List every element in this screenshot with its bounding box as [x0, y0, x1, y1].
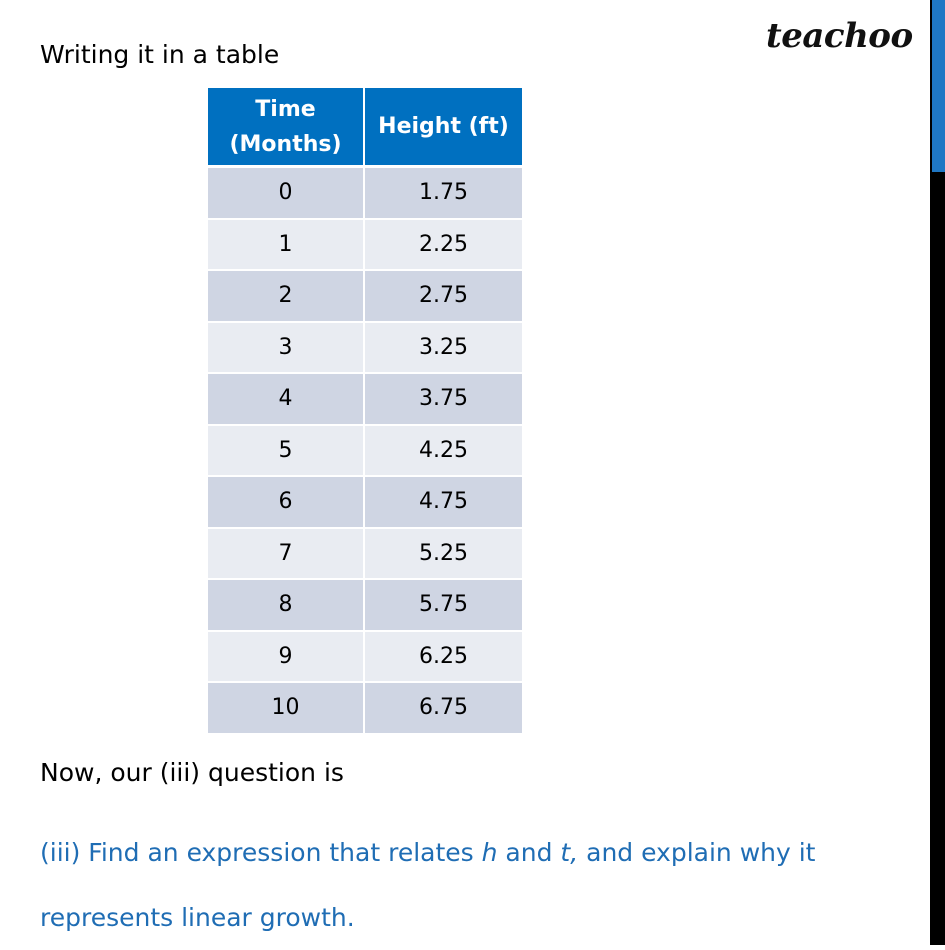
table-cell: 6	[208, 476, 365, 529]
header-row: Time (Months) Height (ft)	[208, 88, 522, 168]
sidebar	[930, 0, 945, 945]
question-part: (iii) Find an expression that relates	[40, 838, 482, 867]
table-cell: 4.25	[363, 424, 522, 477]
intro-text: Now, our (iii) question is	[40, 758, 344, 787]
table-cell: 4.75	[363, 476, 522, 529]
variable: t,	[560, 838, 579, 867]
header-cell: Height (ft)	[364, 88, 522, 168]
table-row: 1 2.25	[208, 218, 522, 271]
table-cell: 5	[208, 424, 365, 477]
table-cell: 1.75	[363, 166, 522, 220]
table-cell: 9	[208, 630, 365, 683]
data-table: Time (Months) Height (ft) 0 1.75 1 2.25 2 2.75…	[208, 88, 522, 735]
table-cell: 10	[208, 682, 365, 735]
table-row: 7 5.25	[208, 527, 522, 580]
heading: Writing it in a table	[40, 40, 280, 69]
question-text: (iii) Find an expression that relates h …	[40, 820, 816, 950]
table-row: 2 2.75	[208, 270, 522, 323]
question-part: and explain why it	[578, 838, 816, 867]
table-cell: 4	[208, 373, 365, 426]
scroll-thumb	[932, 0, 945, 172]
table-cell: 8	[208, 579, 365, 632]
table-cell: 1	[208, 218, 365, 271]
question-part: and	[497, 838, 561, 867]
table-cell: 3	[208, 321, 365, 374]
table-cell: 2.75	[363, 270, 522, 323]
table-cell: 5.25	[363, 527, 522, 580]
table-cell: 7	[208, 527, 365, 580]
table-cell: 2.25	[363, 218, 522, 271]
table-cell: 2	[208, 270, 365, 323]
variable: h	[481, 838, 498, 867]
table-cell: 3.25	[363, 321, 522, 374]
table-row: 0 1.75	[208, 166, 522, 220]
question-part: represents linear growth.	[40, 903, 355, 932]
table-cell: 6.25	[363, 630, 522, 683]
table-cell: 5.75	[363, 579, 522, 632]
table-cell: 6.75	[363, 682, 522, 735]
table-row: 3 3.25	[208, 321, 522, 374]
table-row: 9 6.25	[208, 630, 522, 683]
table-row: 4 3.75	[208, 373, 522, 426]
table-row: 5 4.25	[208, 424, 522, 477]
header-cell: Time (Months)	[208, 88, 365, 168]
table-body: 0 1.75 1 2.25 2 2.75 3 3.25 4 3.75 5 4.25 6 4.75 7 5.25…	[208, 166, 522, 735]
table-cell: 3.75	[363, 373, 522, 426]
logo: teachoo	[766, 16, 913, 56]
table-row: 8 5.75	[208, 579, 522, 632]
table-cell: 0	[208, 166, 365, 220]
table-row: 10 6.75	[208, 682, 522, 735]
table-row: 6 4.75	[208, 476, 522, 529]
